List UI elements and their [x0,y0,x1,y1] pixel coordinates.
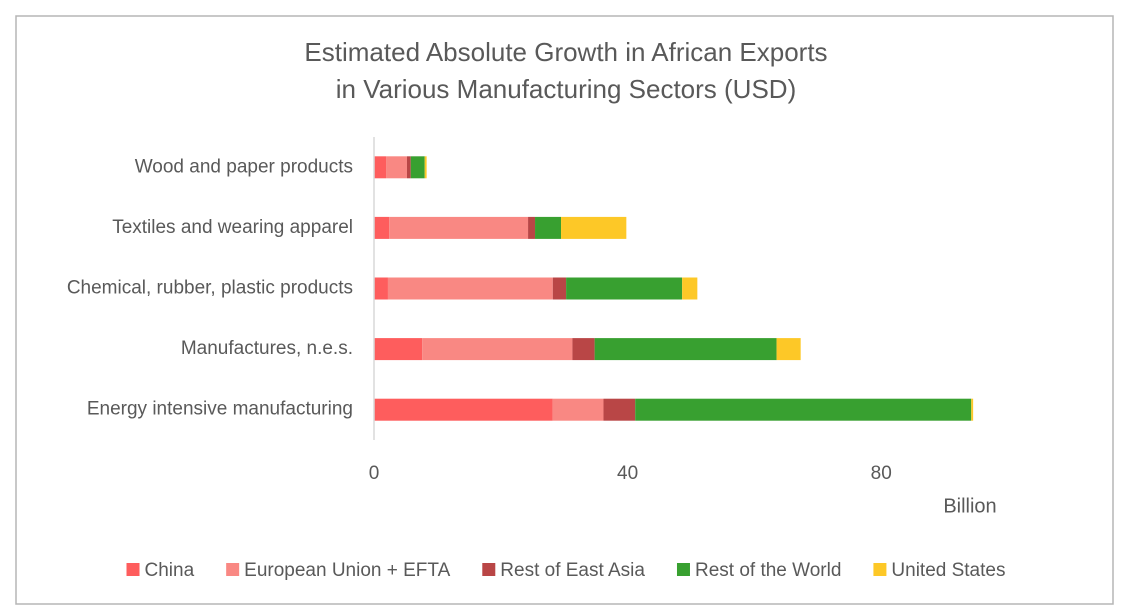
legend-label: European Union + EFTA [244,560,450,581]
legend-label: United States [891,560,1005,581]
chart-title: Estimated Absolute Growth in African Exp… [304,37,827,67]
bar-segment [374,277,388,300]
bar-segment [374,156,387,179]
legend-swatch [676,563,690,576]
bar-segment [566,277,683,300]
bar-segment [561,216,627,239]
y-tick-label: Textiles and wearing apparel [112,217,353,238]
y-tick-label: Energy intensive manufacturing [87,399,353,420]
bar-segment [971,398,974,421]
legend-swatch [482,563,496,576]
bar-segment [387,277,553,300]
bar-segment [410,156,425,179]
bar-segment [424,156,427,179]
legend-label: Rest of the World [695,560,841,581]
bar-segment [389,216,529,239]
bar-segment [406,156,411,179]
bar-segment [374,398,553,421]
bar-segment [603,398,636,421]
y-tick-label: Chemical, rubber, plastic products [67,278,353,299]
bar-segment [386,156,407,179]
chart-frame [15,15,1114,605]
x-tick-label: 40 [617,463,638,484]
bar-segment [552,277,567,300]
legend-swatch [226,563,240,576]
y-tick-label: Wood and paper products [135,156,353,177]
legend-swatch [873,563,887,576]
x-axis-label: Billion [943,495,996,517]
bar-segment [535,216,562,239]
x-tick-label: 0 [369,463,380,484]
bar-segment [528,216,536,239]
legend-label: China [145,560,195,581]
legend-swatch [126,563,140,576]
bar-segment [635,398,972,421]
x-tick-label: 80 [871,463,892,484]
bar-segment [552,398,604,421]
bar-segment [422,338,573,361]
bar-segment [572,338,595,361]
bar-segment [594,338,777,361]
bar-segment [374,338,423,361]
legend-label: Rest of East Asia [500,560,645,581]
chart-title: in Various Manufacturing Sectors (USD) [336,74,796,104]
bar-segment [682,277,698,300]
bar-segment [374,216,390,239]
y-tick-label: Manufactures, n.e.s. [181,338,353,359]
bar-segment [776,338,801,361]
